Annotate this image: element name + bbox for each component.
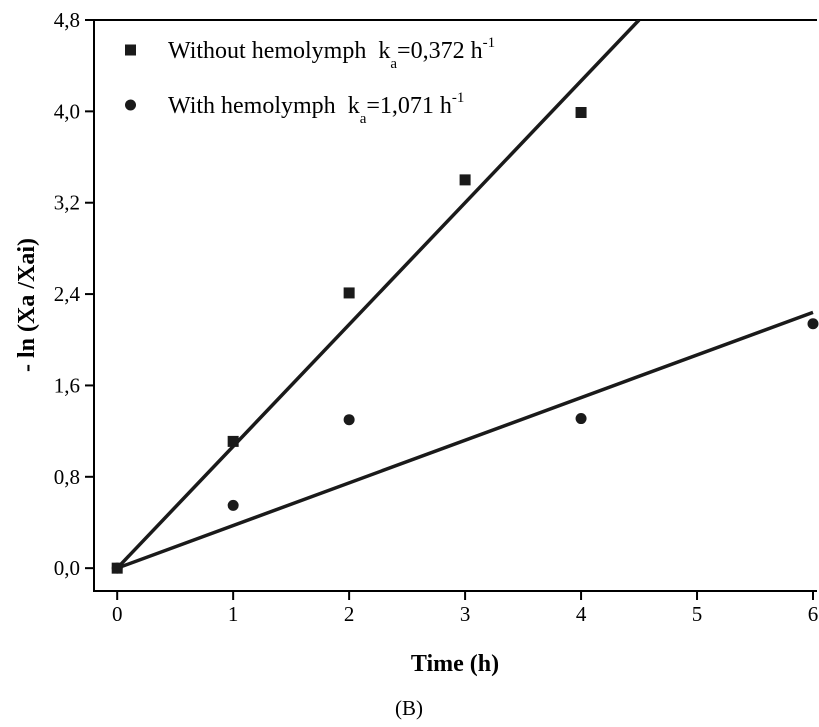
legend-marker (125, 99, 136, 111)
legend-label: With hemolymph ka=1,071 h-1 (168, 90, 464, 127)
rate-value: =0,372 h (397, 38, 483, 64)
rate-sub: a (390, 56, 397, 72)
square-point (227, 435, 239, 447)
square-point (575, 107, 587, 119)
legend-label: Without hemolymph ka=0,372 h-1 (168, 35, 495, 72)
legend-name: With hemolymph (168, 93, 336, 119)
legend-name: Without hemolymph (168, 38, 366, 64)
x-tick-label: 2 (344, 602, 355, 626)
x-tick-label: 1 (228, 602, 239, 626)
fit-line (115, 20, 641, 570)
y-tick-label: 2,4 (54, 282, 81, 306)
legend-marker (125, 44, 136, 56)
y-axis-title: - ln (Xa /Xai) (14, 238, 40, 372)
x-tick-label: 0 (112, 602, 123, 626)
circle-point (807, 318, 819, 330)
x-tick-label: 4 (576, 602, 587, 626)
circle-point (575, 413, 587, 425)
circle-point (227, 499, 239, 511)
rate-sub: a (360, 111, 367, 127)
y-tick-label: 0,0 (54, 556, 80, 580)
circle-point (343, 414, 355, 426)
x-axis-title: Time (h) (411, 651, 499, 677)
y-tick-label: 1,6 (54, 373, 80, 397)
rate-sup: -1 (483, 35, 496, 51)
x-tick-label: 3 (460, 602, 471, 626)
caption: (B) (395, 696, 423, 720)
axis-frame (93, 19, 817, 592)
rate-sup: -1 (452, 90, 465, 106)
rate-value: =1,071 h (366, 93, 452, 119)
x-tick-label: 6 (808, 602, 819, 626)
x-tick-label: 5 (692, 602, 703, 626)
circle-point (111, 562, 123, 574)
fit-line (116, 310, 814, 570)
rate-k: k (348, 93, 360, 119)
square-point (459, 174, 471, 186)
y-tick-label: 3,2 (54, 191, 80, 215)
rate-k: k (378, 38, 390, 64)
y-tick-label: 4,0 (54, 99, 80, 123)
y-tick-label: 0,8 (54, 465, 80, 489)
square-point (343, 287, 355, 299)
y-tick-label: 4,8 (54, 8, 80, 32)
